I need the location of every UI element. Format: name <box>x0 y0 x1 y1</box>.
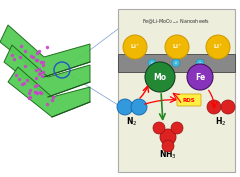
Text: e: e <box>199 61 201 65</box>
Circle shape <box>196 59 204 67</box>
Circle shape <box>123 35 147 59</box>
Circle shape <box>153 122 165 134</box>
Circle shape <box>145 62 175 92</box>
Circle shape <box>131 99 147 115</box>
Circle shape <box>117 99 133 115</box>
Text: Li$^+$: Li$^+$ <box>213 42 223 52</box>
Circle shape <box>172 59 180 67</box>
Text: Li$^+$: Li$^+$ <box>130 42 140 52</box>
Text: RDS: RDS <box>183 98 195 102</box>
Circle shape <box>162 140 174 152</box>
Text: NH$_3$: NH$_3$ <box>159 149 177 161</box>
Circle shape <box>171 122 183 134</box>
FancyBboxPatch shape <box>118 54 235 72</box>
Text: Li$^+$: Li$^+$ <box>172 42 182 52</box>
Text: e: e <box>175 61 177 65</box>
Polygon shape <box>4 45 90 97</box>
Circle shape <box>221 100 235 114</box>
FancyBboxPatch shape <box>118 9 235 172</box>
Circle shape <box>187 64 213 90</box>
Polygon shape <box>0 25 90 77</box>
Circle shape <box>207 100 221 114</box>
Circle shape <box>160 129 176 145</box>
Text: Fe: Fe <box>195 73 205 81</box>
Text: H$_2$: H$_2$ <box>215 116 227 128</box>
Text: Fe@Li-MoO$_{2-x}$ Nanosheets: Fe@Li-MoO$_{2-x}$ Nanosheets <box>142 18 210 26</box>
Circle shape <box>165 35 189 59</box>
Text: e: e <box>151 61 153 65</box>
FancyBboxPatch shape <box>177 94 201 106</box>
Polygon shape <box>8 67 90 117</box>
Circle shape <box>148 59 156 67</box>
Text: Mo: Mo <box>153 73 167 81</box>
Text: N$_2$: N$_2$ <box>126 116 138 128</box>
Circle shape <box>206 35 230 59</box>
